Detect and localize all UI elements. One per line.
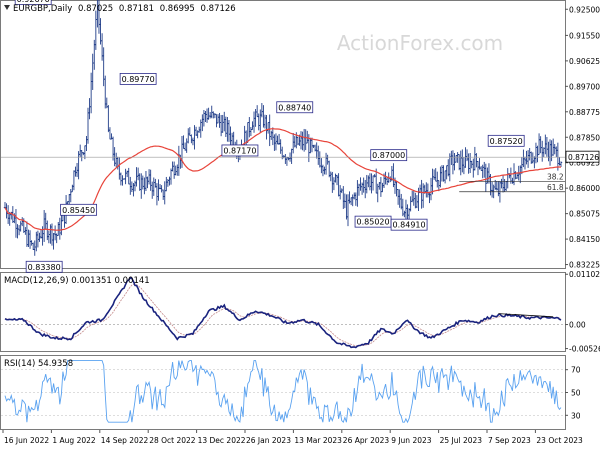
macd-line (4, 276, 562, 349)
price-label: 0.83380 (25, 260, 63, 273)
price-label-box (487, 134, 525, 147)
macd-plot (1, 276, 565, 349)
x-tick-label: 26 Apr 2023 (343, 436, 390, 445)
price-label: 0.89770 (119, 73, 157, 85)
watermark: ActionForex.com (337, 31, 503, 55)
price-label-text: 0.85450 (62, 206, 95, 215)
price-tick-label: 0.87850 (569, 133, 600, 142)
price-label-text: 0.89770 (122, 75, 155, 84)
macd-trendline (498, 313, 554, 318)
x-tick-label: 7 Sep 2023 (488, 436, 531, 445)
price-label-text: 0.92670 (17, 0, 50, 4)
price-bar (559, 161, 563, 167)
price-label-text: 0.84910 (393, 221, 426, 230)
price-tick-label: 0.90625 (569, 57, 600, 66)
ohlc-low: 0.86995 (160, 4, 195, 14)
price-tick-label: 0.86925 (569, 159, 600, 168)
x-tick-label: 13 Dec 2022 (198, 436, 246, 445)
x-tick-label: 13 Mar 2023 (294, 436, 342, 445)
symbol-label: EURGBP,Daily (13, 4, 72, 14)
price-label-text: 0.88740 (278, 103, 311, 112)
price-label: 0.92670 (14, 0, 52, 5)
price-tick-label: 0.85075 (569, 210, 600, 219)
annotations: 38.2 61.8 0.92670 0.85450 0.89770 0.87170 0.88… (14, 0, 564, 273)
last-price-box (565, 150, 600, 163)
price-label-text: 0.83380 (28, 263, 61, 272)
ohlc-close: 0.87126 (201, 4, 236, 14)
price-tick-label: 0.84150 (569, 235, 600, 244)
price-label: 0.88740 (276, 101, 314, 114)
macd-tick-label: 0.011027 (569, 270, 600, 279)
ohlc-high: 0.87181 (119, 4, 154, 14)
price-label: 0.84910 (390, 218, 428, 231)
price-label-box (221, 144, 259, 157)
price-tick-label: 0.89700 (569, 82, 600, 91)
macd-signal-line (4, 283, 562, 347)
fib-label: 38.2 (547, 172, 564, 181)
price-label-box (390, 218, 428, 231)
price-label-text: 0.87170 (223, 146, 256, 155)
price-tick-label: 0.83225 (569, 261, 600, 270)
price-label-text: 0.85020 (357, 218, 390, 227)
price-label: 0.87520 (487, 134, 525, 147)
rsi-tick-label: 30 (571, 411, 581, 420)
rsi-line (4, 360, 562, 424)
x-tick-label: 1 Aug 2022 (52, 436, 95, 445)
price-tick-label: 0.92500 (569, 5, 600, 14)
rsi-plot (1, 360, 565, 424)
macd-tick-label: 0.00 (569, 321, 586, 330)
price-label-text: 0.87520 (490, 137, 523, 146)
fib-label: 61.8 (547, 183, 564, 192)
collapse-arrow-icon[interactable] (4, 5, 10, 10)
rsi-tick-label: 70 (571, 366, 581, 375)
price-label: 0.85450 (60, 203, 98, 216)
price-label-text: 0.87000 (372, 151, 405, 160)
x-tick-label: 9 Jun 2023 (391, 436, 432, 445)
axes: 0.92500 0.91550 0.90625 0.89700 0.88775 0.878… (2, 5, 600, 445)
price-tick-label: 0.91550 (569, 31, 600, 40)
price-label: 0.87000 (370, 149, 408, 162)
price-bar (96, 0, 98, 28)
price-label-box (60, 203, 98, 216)
rsi-tick-label: 50 (571, 389, 581, 398)
price-tick-label: 0.86000 (569, 184, 600, 193)
price-label: 0.87170 (221, 144, 259, 157)
price-label-box (14, 0, 52, 5)
price-label-box (119, 73, 157, 85)
price-label-box (276, 101, 314, 114)
macd-tick-label: -0.005267 (569, 345, 600, 354)
price-label: 0.85020 (354, 215, 392, 228)
price-label-box (370, 149, 408, 162)
x-tick-label: 28 Oct 2022 (149, 436, 196, 445)
x-tick-label: 23 Oct 2023 (536, 436, 583, 445)
price-title: EURGBP,Daily 0.87025 0.87181 0.86995 0.8… (4, 4, 236, 14)
last-price-text: 0.87126 (568, 153, 599, 162)
ohlc-open: 0.87025 (78, 4, 113, 14)
price-label-box (25, 260, 63, 273)
x-tick-label: 26 Jan 2023 (246, 436, 291, 445)
rsi-title: RSI(14) 54.9358 (4, 359, 73, 369)
price-tick-label: 0.88775 (569, 108, 600, 117)
x-tick-label: 16 Jun 2022 (4, 436, 49, 445)
price-title-text: EURGBP,Daily 0.87025 0.87181 0.86995 0.8… (13, 4, 236, 14)
last-price-tag: 0.87126 (565, 150, 600, 163)
x-tick-label: 25 Jul 2023 (440, 436, 483, 445)
moving-average-line (4, 128, 562, 231)
x-tick-label: 14 Sep 2022 (101, 436, 149, 445)
macd-panel-frame (0, 272, 566, 352)
macd-title: MACD(12,26,9) 0.001351 0.00141 (4, 276, 150, 286)
